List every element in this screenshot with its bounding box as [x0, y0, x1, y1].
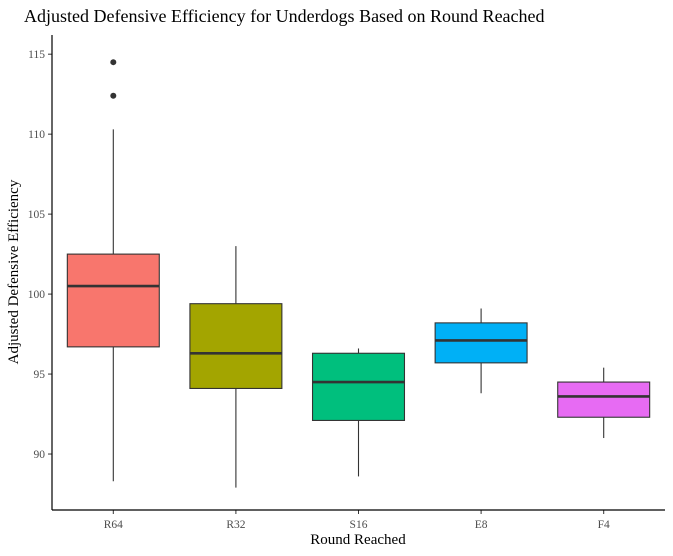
box-f4 — [557, 367, 651, 439]
x-axis-ticks: R64 R32 S16 E8 F4 — [104, 510, 610, 531]
x-tick-label: R32 — [226, 519, 245, 531]
box-iqr — [434, 322, 528, 364]
box-series — [66, 59, 651, 488]
box-s16 — [311, 348, 406, 477]
y-tick-label: 95 — [34, 369, 46, 381]
x-tick-label: R64 — [104, 519, 123, 531]
x-tick-label: E8 — [475, 519, 488, 531]
x-axis-title: Round Reached — [310, 532, 406, 548]
y-tick-label: 90 — [34, 449, 46, 461]
y-tick-label: 110 — [28, 129, 45, 141]
y-tick-label: 100 — [28, 289, 46, 301]
outlier-point — [110, 92, 117, 99]
x-tick-label: F4 — [598, 519, 610, 531]
x-tick-label: S16 — [350, 519, 368, 531]
outlier-point — [110, 59, 117, 66]
y-tick-label: 115 — [28, 49, 45, 61]
y-tick-label: 105 — [28, 209, 46, 221]
box-iqr — [189, 303, 283, 390]
chart-title: Adjusted Defensive Efficiency for Underd… — [24, 6, 545, 26]
box-r64 — [66, 59, 160, 482]
box-r32 — [189, 246, 283, 488]
y-axis-title: Adjusted Defensive Efficiency — [6, 179, 22, 364]
box-e8 — [434, 308, 528, 394]
box-iqr — [311, 352, 406, 421]
box-iqr — [557, 381, 651, 418]
y-axis-ticks: 90 95 100 105 110 115 — [28, 49, 52, 461]
box-iqr — [66, 253, 160, 348]
